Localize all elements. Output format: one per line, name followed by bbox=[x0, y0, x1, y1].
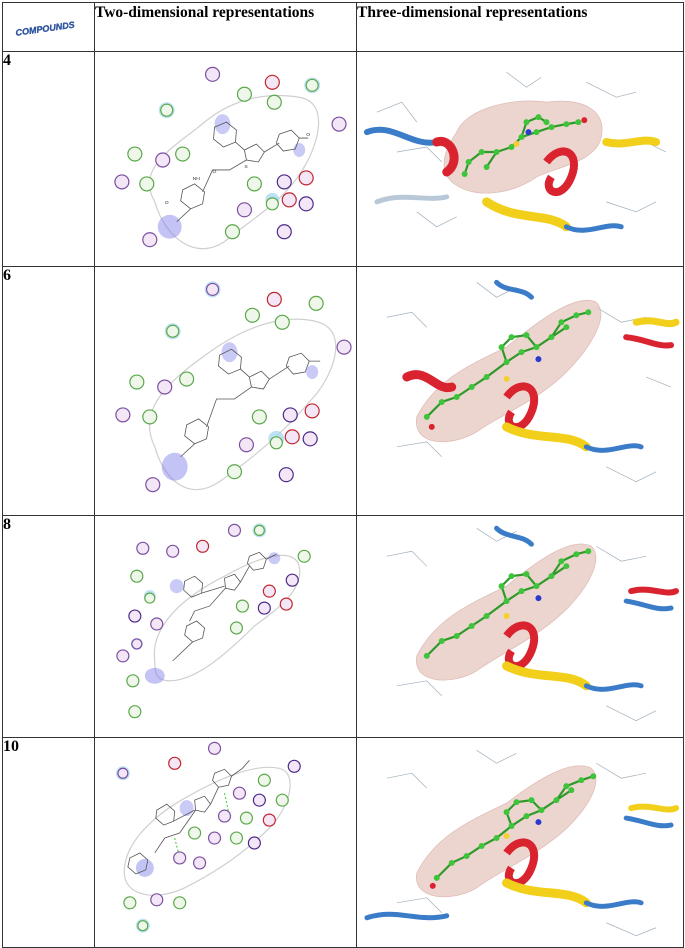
header-row: COMPOUNDS Two-dimensional representation… bbox=[2, 2, 684, 52]
compound-number: 8 bbox=[2, 515, 95, 738]
compound-number: 6 bbox=[2, 266, 95, 516]
structure-3d-cell bbox=[356, 515, 684, 738]
header-3d: Three-dimensional representations bbox=[356, 2, 684, 52]
svg-text:O: O bbox=[165, 200, 169, 206]
binding-pose-3d bbox=[363, 71, 667, 233]
binding-pose-3d bbox=[386, 279, 680, 483]
compounds-header-cell: COMPOUNDS bbox=[2, 2, 95, 52]
svg-text:O: O bbox=[306, 132, 310, 138]
diagram-2d-cell: O S NH O O bbox=[94, 51, 357, 267]
svg-text:COMPOUNDS: COMPOUNDS bbox=[15, 20, 75, 37]
structure-3d-cell bbox=[356, 737, 684, 948]
interaction-diagram-2d bbox=[115, 741, 301, 933]
interaction-diagram-2d: O S NH O O bbox=[114, 66, 347, 250]
diagram-2d-cell bbox=[94, 737, 357, 948]
svg-text:S: S bbox=[244, 164, 248, 170]
structure-3d-cell bbox=[356, 51, 684, 267]
svg-text:NH: NH bbox=[193, 176, 201, 182]
compound-row: 6 bbox=[2, 266, 684, 516]
binding-pose-3d bbox=[364, 749, 680, 937]
binding-pose-3d bbox=[386, 525, 680, 722]
compound-row: 4 O S NH O O bbox=[2, 51, 684, 267]
compound-row: 8 bbox=[2, 515, 684, 738]
svg-text:O: O bbox=[213, 169, 217, 175]
interaction-diagram-2d bbox=[115, 281, 352, 493]
compound-number: 4 bbox=[2, 51, 95, 267]
diagram-2d-cell bbox=[94, 266, 357, 516]
interaction-diagram-2d bbox=[116, 523, 311, 719]
diagram-2d-cell bbox=[94, 515, 357, 738]
compound-number: 10 bbox=[2, 737, 95, 948]
header-2d: Two-dimensional representations bbox=[94, 2, 357, 52]
compounds-logo: COMPOUNDS bbox=[15, 19, 76, 37]
structure-3d-cell bbox=[356, 266, 684, 516]
compound-row: 10 bbox=[2, 737, 684, 948]
